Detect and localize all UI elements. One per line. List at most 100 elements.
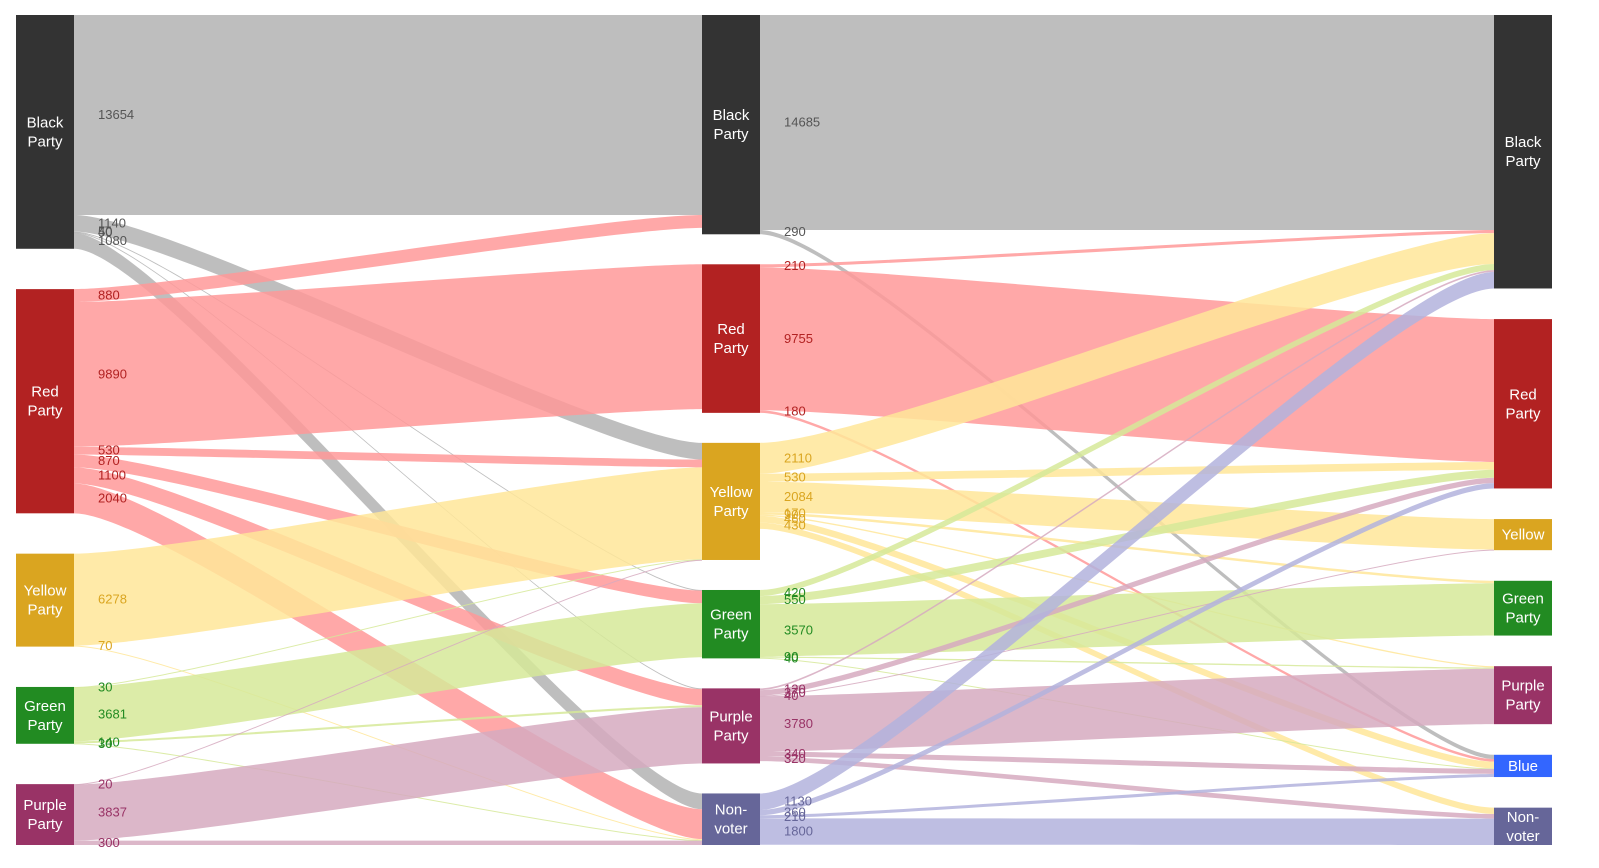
flow-c1-purple-to-c2-black[interactable] <box>760 270 1494 691</box>
flow-c0-red-to-c1-black[interactable] <box>74 214 702 303</box>
flow-c1-purple-to-c2-yellow[interactable] <box>760 549 1494 697</box>
flow-value-label: 3570 <box>784 622 813 637</box>
flow-c0-purple-to-c1-yellow[interactable] <box>74 559 702 786</box>
flow-c1-green-to-c2-green[interactable] <box>760 583 1494 657</box>
node-c2-nonvoter[interactable]: Non-voter <box>1494 807 1552 845</box>
flow-value-label: 2084 <box>784 489 813 504</box>
flow-c0-purple-to-c1-purple[interactable] <box>74 707 702 841</box>
node-bar[interactable] <box>1494 580 1552 636</box>
flow-value-label: 210 <box>784 258 806 273</box>
node-bar[interactable] <box>702 688 760 764</box>
flow-value-label: 14685 <box>784 115 820 130</box>
flow-c1-purple-to-c2-nonvoter[interactable] <box>760 756 1494 819</box>
node-c0-red[interactable]: Red Party <box>16 289 74 514</box>
node-c2-purple[interactable]: Purple Party <box>1494 666 1552 725</box>
flow-value-label: 870 <box>98 453 120 468</box>
flows-layer <box>73 15 1494 845</box>
node-bar[interactable] <box>1494 754 1552 778</box>
flow-c0-yellow-to-c1-yellow[interactable] <box>74 467 702 646</box>
flow-value-label: 1800 <box>784 824 813 839</box>
flow-c1-purple-to-c2-blue[interactable] <box>760 751 1494 774</box>
flow-c1-black-to-c2-blue[interactable] <box>760 230 1494 760</box>
node-bar[interactable] <box>702 589 760 659</box>
flow-c1-yellow-to-c2-yellow[interactable] <box>760 481 1494 550</box>
flow-c0-red-to-c1-yellow[interactable] <box>74 446 702 468</box>
node-c0-black[interactable]: Black Party <box>16 15 74 249</box>
flow-value-label: 1100 <box>98 467 126 482</box>
flow-c0-yellow-to-c1-nonvoter[interactable] <box>74 645 702 841</box>
flow-value-label: 370 <box>784 685 806 700</box>
node-bar[interactable] <box>1494 666 1552 725</box>
node-c0-purple[interactable]: Purple Party <box>16 784 74 845</box>
node-bar[interactable] <box>16 553 74 647</box>
node-label: Party <box>27 602 63 619</box>
node-label: Black <box>1505 134 1542 151</box>
flow-c1-green-to-c2-purple[interactable] <box>760 656 1494 669</box>
node-label: Party <box>713 340 749 357</box>
node-bar[interactable] <box>16 15 74 249</box>
node-bar[interactable] <box>1494 15 1552 289</box>
node-bar[interactable] <box>1494 319 1552 489</box>
flow-value-label: 1140 <box>98 215 126 230</box>
node-bar[interactable] <box>16 289 74 514</box>
node-c1-red[interactable]: Red Party <box>702 264 760 413</box>
flow-c1-yellow-to-c2-nonvoter[interactable] <box>760 522 1494 814</box>
node-label: Party <box>27 816 63 833</box>
node-bar[interactable] <box>16 784 74 845</box>
node-label: voter <box>714 821 747 838</box>
node-label: Party <box>713 503 749 520</box>
node-c1-green[interactable]: Green Party <box>702 589 760 659</box>
flow-c1-yellow-to-c2-black[interactable] <box>760 233 1494 474</box>
flow-c1-red-to-c2-black[interactable] <box>760 230 1494 268</box>
flow-value-label: 20 <box>98 777 112 792</box>
node-c2-green[interactable]: Green Party <box>1494 580 1552 636</box>
flow-c0-black-to-c1-black[interactable] <box>74 15 702 215</box>
nodes-layer: BlackPartyRedPartyYellowPartyGreenPartyP… <box>16 15 1552 845</box>
flow-value-label: 430 <box>784 518 806 533</box>
node-bar[interactable] <box>702 15 760 235</box>
flow-c1-purple-to-c2-purple[interactable] <box>760 668 1494 752</box>
node-c1-purple[interactable]: Purple Party <box>702 688 760 764</box>
flow-value-label: 360 <box>784 805 806 820</box>
flow-value-label: 300 <box>98 835 120 850</box>
node-c1-nonvoter[interactable]: Non-voter <box>702 793 760 845</box>
node-label: Yellow <box>1502 527 1545 544</box>
flow-c0-green-to-c1-yellow[interactable] <box>74 559 702 688</box>
flow-c1-yellow-to-c2-red[interactable] <box>760 461 1494 482</box>
flow-c1-nonvoter-to-c2-red[interactable] <box>760 483 1494 816</box>
flow-c1-yellow-to-c2-purple[interactable] <box>760 514 1494 668</box>
node-bar[interactable] <box>702 442 760 560</box>
flow-value-label: 340 <box>784 746 806 761</box>
node-bar[interactable] <box>16 686 74 744</box>
node-bar[interactable] <box>1494 519 1552 551</box>
node-c1-black[interactable]: Black Party <box>702 15 760 235</box>
node-c1-yellow[interactable]: Yellow Party <box>702 442 760 560</box>
flow-c1-nonvoter-to-c2-black[interactable] <box>760 271 1494 811</box>
flow-c1-purple-to-c2-red[interactable] <box>760 477 1494 696</box>
flow-value-label: 70 <box>98 638 112 653</box>
node-c0-green[interactable]: Green Party <box>16 686 74 744</box>
node-label: Yellow <box>710 484 753 501</box>
flow-c1-nonvoter-to-c2-nonvoter[interactable] <box>760 818 1494 845</box>
flow-c1-nonvoter-to-c2-blue[interactable] <box>760 773 1494 819</box>
flow-c0-green-to-c1-purple[interactable] <box>74 705 702 744</box>
flow-c0-purple-to-c1-nonvoter[interactable] <box>74 840 702 845</box>
flow-value-label: 180 <box>784 404 806 419</box>
flow-value-label: 2040 <box>98 490 127 505</box>
node-c2-yellow[interactable]: Yellow <box>1494 519 1552 551</box>
node-c2-red[interactable]: Red Party <box>1494 319 1552 489</box>
node-label: Black <box>27 114 64 131</box>
flow-value-label: 90 <box>784 649 798 664</box>
node-bar[interactable] <box>1494 807 1552 845</box>
node-c2-black[interactable]: Black Party <box>1494 15 1552 289</box>
flow-value-label: 460 <box>784 511 806 526</box>
node-label: Non- <box>715 802 748 819</box>
node-bar[interactable] <box>702 264 760 413</box>
node-c2-blue[interactable]: Blue <box>1494 754 1552 778</box>
node-c0-yellow[interactable]: Yellow Party <box>16 553 74 647</box>
flow-c1-black-to-c2-black[interactable] <box>760 15 1494 231</box>
flow-value-label: 40 <box>784 688 798 703</box>
flow-c0-red-to-c1-red[interactable] <box>74 264 702 447</box>
node-bar[interactable] <box>702 793 760 845</box>
flow-c1-green-to-c2-black[interactable] <box>760 264 1494 597</box>
